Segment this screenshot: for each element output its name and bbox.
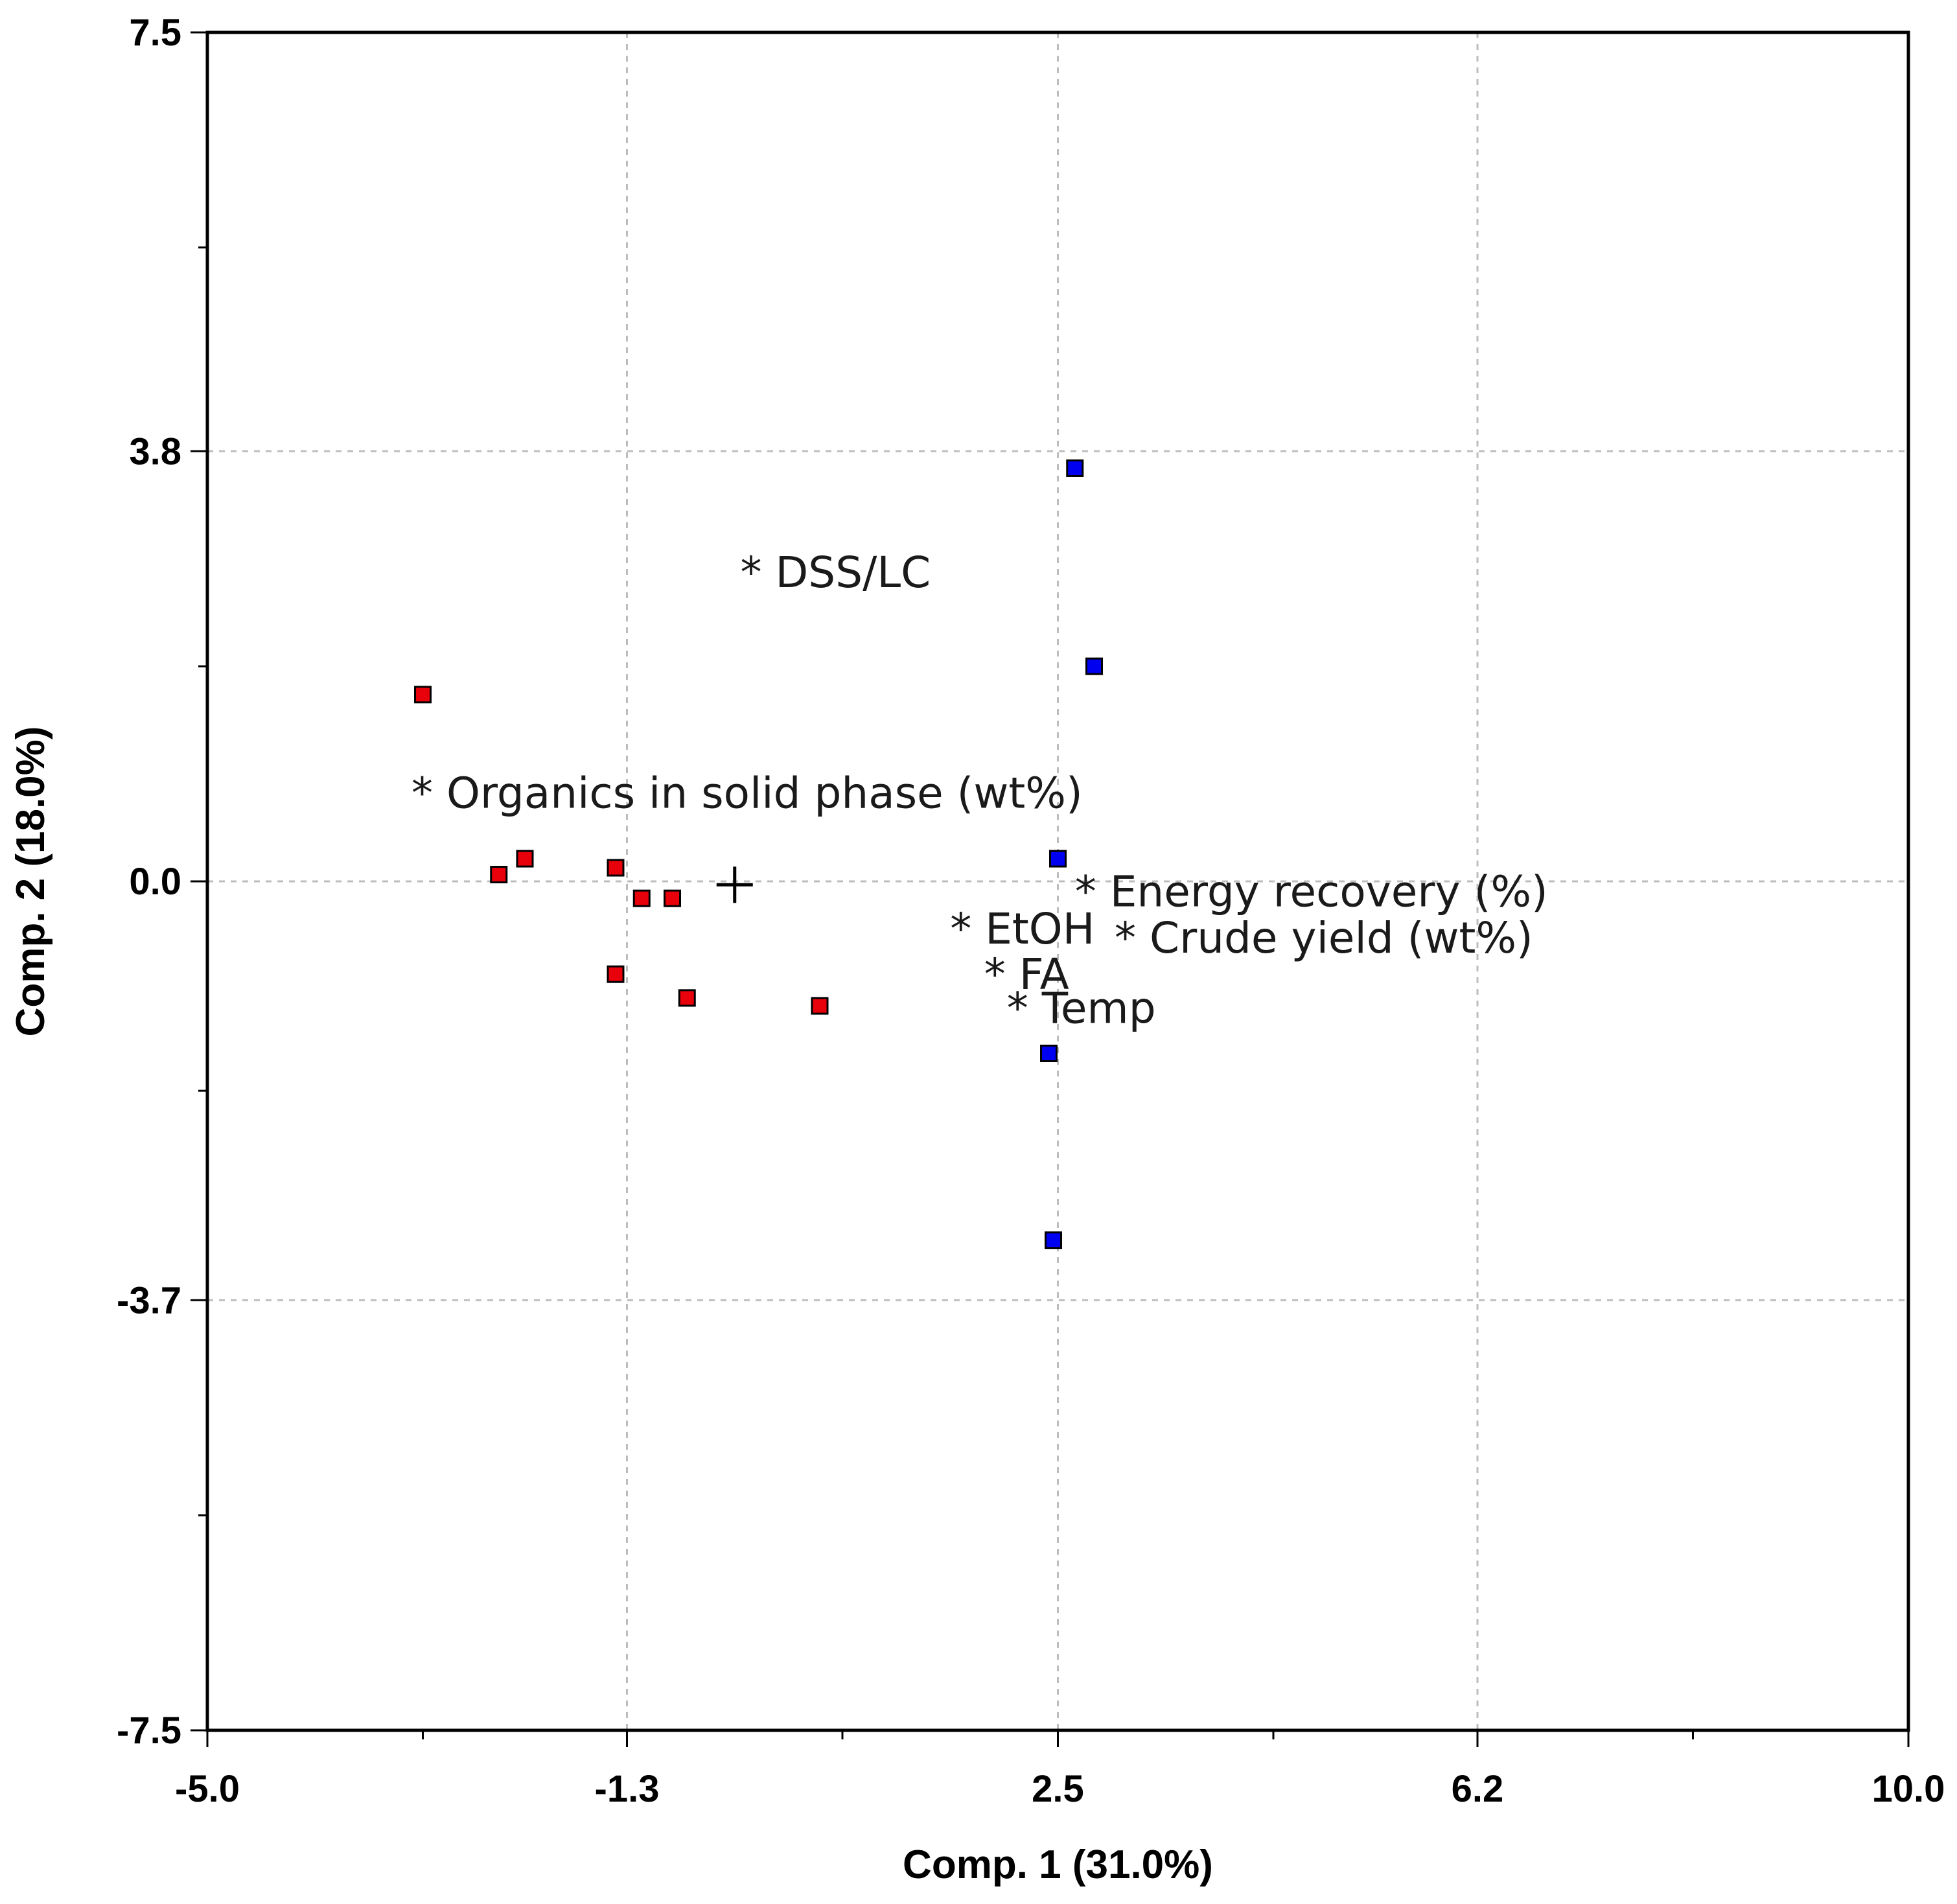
variable-label: * Crude yield (wt%)	[1115, 913, 1533, 963]
group-blue-point	[1045, 1231, 1062, 1249]
plot-frame	[205, 30, 1910, 1732]
group-blue-point	[1085, 657, 1103, 675]
variable-label: * FA	[984, 949, 1069, 999]
group-red-point	[607, 965, 625, 983]
y-tick-label: 0.0	[129, 861, 181, 903]
group-red-point	[664, 889, 681, 907]
variable-label: * Temp	[1007, 983, 1156, 1033]
variable-label: * Energy recovery (%)	[1075, 866, 1548, 916]
y-tick-label: -3.7	[117, 1279, 181, 1321]
y-tick-label: 3.8	[129, 430, 181, 472]
y-tick-labels: 7.5 3.8 0.0 -3.7 -7.5	[117, 12, 181, 1752]
grid-lines	[207, 32, 1908, 1730]
group-blue-point	[1066, 459, 1084, 477]
group-blue-point	[1049, 850, 1067, 868]
y-tick-label: 7.5	[129, 12, 181, 54]
axis-ticks	[191, 31, 1910, 1747]
variable-label: * EtOH	[950, 904, 1094, 954]
x-tick-labels: -5.0 -1.3 2.5 6.2 10.0	[175, 1768, 1945, 1810]
x-tick-label: 10.0	[1872, 1768, 1945, 1810]
x-tick-label: 2.5	[1032, 1768, 1084, 1810]
x-axis-title: Comp. 1 (31.0%)	[903, 1842, 1213, 1887]
x-tick-label: -5.0	[175, 1768, 240, 1810]
origin-marker	[716, 866, 753, 903]
variable-label: * Organics in solid phase (wt%)	[411, 768, 1083, 818]
group-red-point	[414, 686, 432, 704]
data-points	[414, 459, 1103, 1249]
group-red-point	[811, 997, 829, 1015]
group-blue-point	[1040, 1044, 1058, 1062]
y-axis-title: Comp. 2 (18.0%)	[8, 726, 53, 1037]
x-tick-label: 6.2	[1452, 1768, 1504, 1810]
group-red-point	[678, 989, 696, 1007]
group-red-point	[632, 889, 651, 907]
variable-label: * DSS/LC	[741, 548, 931, 598]
group-red-point	[490, 866, 508, 884]
group-red-point	[516, 850, 534, 868]
group-red-point	[607, 859, 625, 877]
y-tick-label: -7.5	[117, 1710, 181, 1752]
x-tick-label: -1.3	[595, 1768, 660, 1810]
variable-labels: * DSS/LC * Organics in solid phase (wt%) *…	[411, 548, 1548, 1033]
